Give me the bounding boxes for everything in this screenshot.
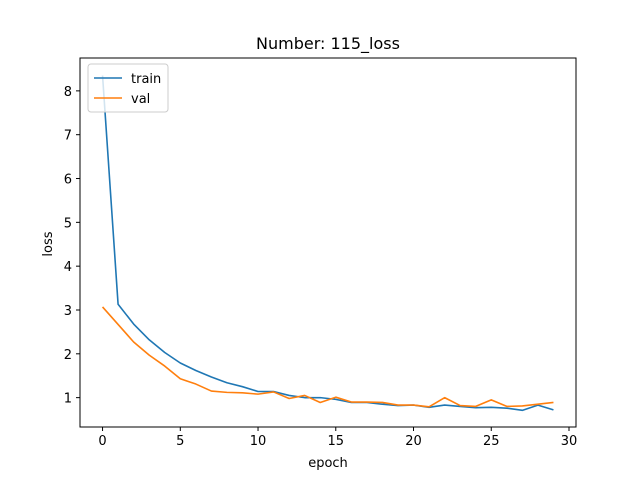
series-line-val: [101, 306, 554, 408]
x-tick-label: 15: [328, 434, 345, 449]
x-axis-label: epoch: [308, 456, 348, 471]
axes-frame: [79, 57, 577, 428]
y-tick-label: 5: [64, 216, 72, 231]
legend: train val: [87, 63, 169, 113]
x-tick-label: 30: [561, 434, 578, 449]
y-tick-label: 8: [64, 85, 72, 100]
x-tick-label: 25: [483, 434, 500, 449]
y-tick-label: 4: [64, 260, 72, 275]
legend-label-train: train: [131, 72, 161, 87]
y-tick-label: 3: [64, 304, 72, 319]
y-tick-label: 2: [64, 348, 72, 363]
x-tick-label: 10: [250, 434, 267, 449]
series-line-train: [101, 75, 554, 412]
y-axis-label: loss: [41, 231, 56, 256]
y-tick-label: 7: [64, 129, 72, 144]
y-tick-label: 1: [64, 392, 72, 407]
legend-box: [87, 63, 169, 113]
x-tick-label: 0: [98, 434, 106, 449]
plot-area: 0 5 10 15 20 25 30 1 2 3 4 5 6 7 8: [64, 57, 578, 449]
legend-label-val: val: [131, 92, 150, 107]
chart-title: Number: 115_loss: [256, 34, 400, 54]
x-tick-label: 20: [405, 434, 422, 449]
x-tick-label: 5: [176, 434, 184, 449]
y-tick-label: 6: [64, 173, 72, 188]
